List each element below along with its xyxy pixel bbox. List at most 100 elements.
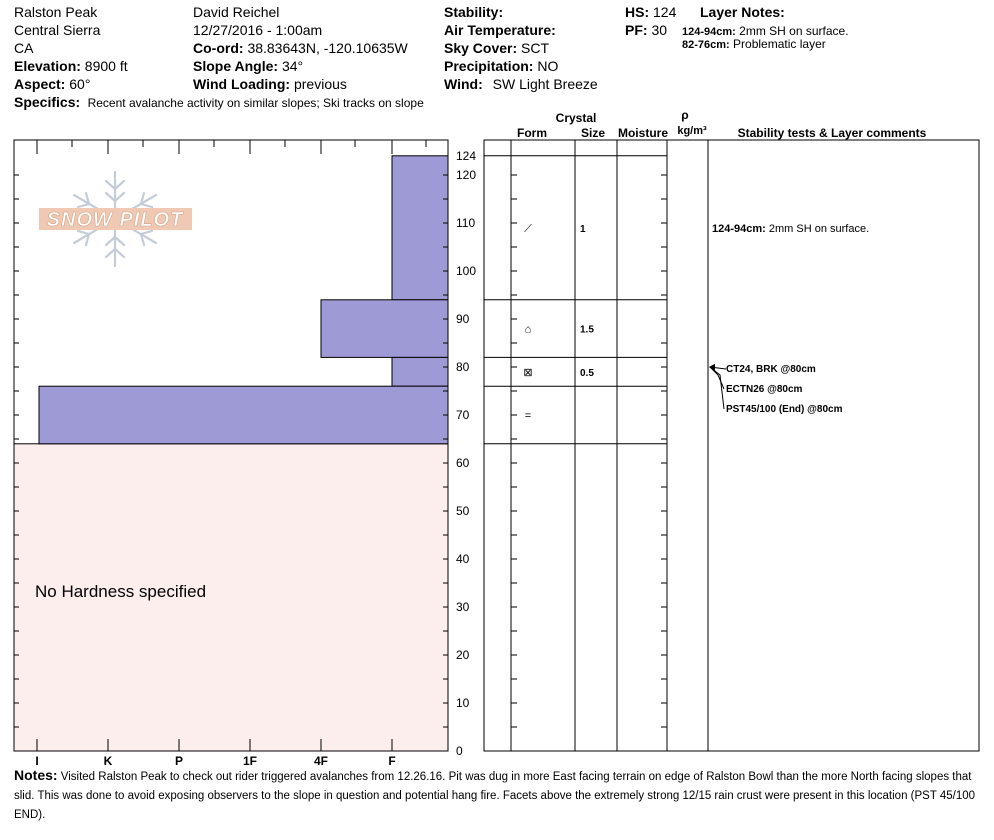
test-arrow-head	[709, 364, 715, 370]
header-rho: ρ	[681, 108, 688, 122]
crystal-form-symbol: ⌂	[525, 324, 532, 336]
depth-tick-label: 20	[456, 648, 470, 662]
header-moisture: Moisture	[618, 126, 668, 140]
aspect-value: 60°	[69, 76, 91, 92]
notes-label: Notes:	[14, 767, 58, 783]
elevation: Elevation: 8900 ft	[14, 58, 128, 75]
wind-loading-label: Wind Loading:	[193, 76, 291, 92]
state: CA	[14, 40, 34, 56]
layer-notes-label: Layer Notes:	[700, 4, 785, 20]
hardness-tick-label: F	[388, 754, 395, 768]
stability: Stability:	[444, 4, 503, 21]
depth-tick-label: 80	[456, 360, 470, 374]
snow-height-label: 124	[456, 149, 476, 163]
layer-note-2: 82-76cm: Problematic layer	[682, 37, 826, 52]
depth-tick-label: 70	[456, 408, 470, 422]
layer-note-1: 124-94cm: 2mm SH on surface.	[682, 24, 849, 39]
air-temperature: Air Temperature:	[444, 22, 556, 39]
elevation-value: 8900 ft	[84, 58, 128, 74]
mountain-range: Central Sierra	[14, 22, 101, 38]
aspect-label: Aspect:	[14, 76, 66, 92]
hardness-bar	[320, 299, 449, 358]
depth-axis: 0 10 20 30 40 50 60 70 80 90 100 110 120 124	[14, 149, 667, 758]
crystal-size-value: 1	[580, 224, 586, 235]
depth-tick-label: 120	[456, 168, 476, 182]
depth-tick-label: 100	[456, 264, 476, 278]
coord-value: 38.83643N, -120.10635W	[247, 40, 408, 56]
hs-label: HS:	[625, 4, 650, 20]
layer-comment: 124-94cm: 2mm SH on surface.	[712, 223, 869, 235]
stability-test-label: PST45/100 (End) @80cm	[726, 404, 843, 415]
observation-datetime: 12/27/2016 - 1:00am	[193, 22, 323, 38]
depth-tick-label: 90	[456, 312, 470, 326]
crystal-form-symbol: ⊠	[523, 367, 532, 379]
specifics-value: Recent avalanche activity on similar slo…	[87, 96, 424, 110]
header-comments: Stability tests & Layer comments	[738, 126, 927, 140]
elevation-label: Elevation:	[14, 58, 81, 74]
hardness-tick-label: 4F	[314, 754, 328, 768]
sky-label: Sky Cover:	[444, 40, 518, 56]
notes: Notes: Visited Ralston Peak to check out…	[14, 766, 982, 825]
test-leader-line	[709, 366, 725, 410]
hardness-axis: I K P 1F 4F F	[35, 140, 427, 768]
stability-tests: CT24, BRK @80cm ECTN26 @80cm PST45/100 (En…	[709, 364, 843, 415]
hardness-tick-label: K	[104, 754, 113, 768]
crystal-size-value: 1.5	[580, 325, 594, 336]
layer-note-2-range: 82-76cm:	[682, 39, 730, 51]
header-size: Size	[581, 126, 605, 140]
depth-tick-label: 40	[456, 552, 470, 566]
header-form: Form	[517, 126, 547, 140]
hardness-bar	[38, 385, 449, 445]
test-leader-line	[709, 366, 725, 390]
penetration-foot: PF: 30	[625, 22, 667, 39]
depth-tick-label: 10	[456, 696, 470, 710]
coord-label: Co-ord:	[193, 40, 244, 56]
layer-comment-range: 124-94cm:	[712, 223, 769, 235]
notes-text: Visited Ralston Peak to check out rider …	[14, 771, 976, 821]
hardness-tick-label: I	[35, 754, 38, 768]
stability-test-label: CT24, BRK @80cm	[726, 364, 816, 375]
specifics: Specifics: Recent avalanche activity on …	[14, 94, 424, 112]
hs-value: 124	[653, 4, 677, 20]
stability-label: Stability:	[444, 4, 504, 20]
wind-label: Wind:	[444, 76, 483, 92]
crystal-size-value: 0.5	[580, 368, 594, 379]
layer-comments: 124-94cm: 2mm SH on surface.	[712, 223, 869, 235]
hardness-bar	[391, 356, 449, 387]
layer-note-1-text: 2mm SH on surface.	[739, 24, 849, 38]
header-density-unit: kg/m³	[677, 125, 707, 137]
layer-boundaries	[484, 299, 667, 445]
hardness-bars	[38, 155, 449, 445]
hardness-bar	[391, 155, 449, 301]
sky-value: SCT	[521, 40, 550, 56]
precip-value: NO	[537, 58, 559, 74]
layer-note-1-range: 124-94cm:	[682, 26, 736, 38]
slope-angle: Slope Angle: 34°	[193, 58, 303, 75]
slope-label: Slope Angle:	[193, 58, 279, 74]
aspect: Aspect: 60°	[14, 76, 90, 93]
coordinates: Co-ord: 38.83643N, -120.10635W	[193, 40, 408, 57]
table-depth-ticks	[511, 174, 667, 752]
precipitation: Precipitation: NO	[444, 58, 558, 75]
crystal-form-symbol: =	[525, 410, 531, 422]
depth-tick-label: 30	[456, 600, 470, 614]
sky-cover: Sky Cover: SCT	[444, 40, 549, 57]
air-temp-label: Air Temperature:	[444, 22, 556, 38]
depth-tick-label: 110	[456, 216, 475, 230]
layer-cells: ⟋ 1 ⌂ 1.5 ⊠ 0.5 =	[523, 223, 594, 422]
layer-note-2-text: Problematic layer	[733, 37, 826, 51]
layer-notes-heading: Layer Notes:	[700, 4, 785, 21]
depth-tick-label: 50	[456, 504, 470, 518]
wind-loading: Wind Loading: previous	[193, 76, 347, 93]
location-name: Ralston Peak	[14, 4, 98, 20]
depth-tick-label: 0	[456, 744, 463, 758]
specifics-label: Specifics:	[14, 94, 81, 110]
observer-name: David Reichel	[193, 4, 280, 20]
snow-height: HS: 124	[625, 4, 676, 21]
stability-test-label: ECTN26 @80cm	[726, 384, 803, 395]
no-hardness-message: No Hardness specified	[35, 582, 206, 601]
header-crystal: Crystal	[556, 111, 597, 125]
pf-value: 30	[651, 22, 668, 38]
depth-tick-label: 60	[456, 456, 470, 470]
